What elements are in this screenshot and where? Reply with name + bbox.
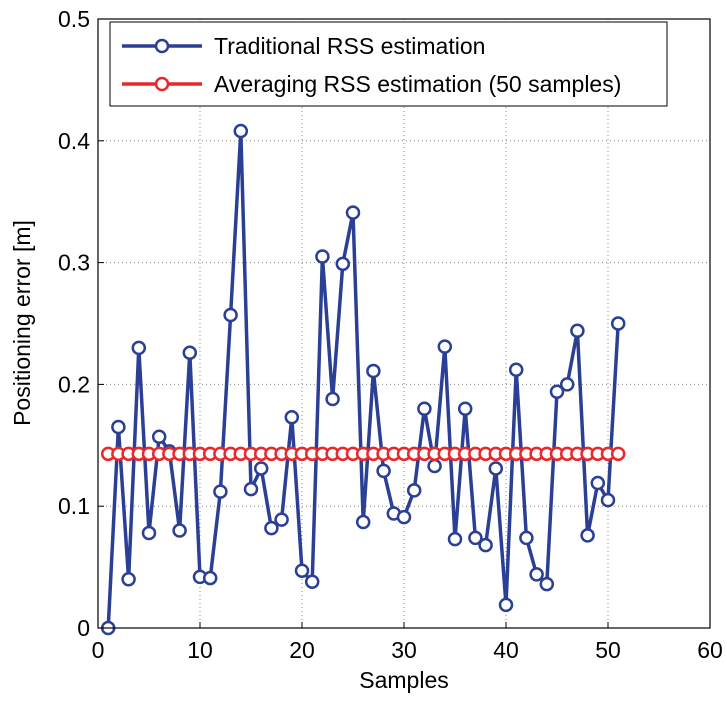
point-marker bbox=[366, 363, 381, 379]
point-marker bbox=[325, 391, 340, 407]
point-marker bbox=[243, 481, 259, 497]
point-marker bbox=[355, 514, 371, 530]
y-tick-label: 0.4 bbox=[58, 128, 90, 154]
legend-label: Averaging RSS estimation (50 samples) bbox=[214, 71, 621, 97]
x-tick-label: 50 bbox=[595, 637, 621, 663]
point-marker bbox=[315, 249, 330, 264]
point-marker bbox=[121, 572, 136, 587]
point-marker bbox=[141, 525, 157, 541]
point-marker bbox=[427, 458, 442, 474]
point-marker bbox=[417, 401, 432, 417]
x-tick-label: 40 bbox=[493, 637, 519, 663]
point-marker bbox=[519, 530, 534, 546]
point-marker bbox=[610, 316, 626, 331]
point-marker bbox=[253, 461, 269, 476]
point-marker bbox=[447, 531, 463, 547]
y-axis-label: Positioning error [m] bbox=[9, 220, 35, 426]
point-marker bbox=[610, 446, 626, 462]
y-tick-label: 0.3 bbox=[58, 250, 90, 276]
point-marker bbox=[396, 509, 412, 525]
point-marker bbox=[549, 384, 565, 399]
point-marker bbox=[488, 461, 504, 476]
point-marker bbox=[457, 401, 473, 417]
point-marker bbox=[478, 537, 493, 553]
point-marker bbox=[508, 362, 524, 378]
legend-box bbox=[109, 21, 668, 107]
point-marker bbox=[437, 339, 453, 354]
point-marker bbox=[131, 340, 147, 356]
legend-marker bbox=[154, 76, 170, 92]
point-marker bbox=[406, 483, 422, 498]
point-marker bbox=[223, 307, 238, 323]
y-tick-label: 0 bbox=[77, 615, 90, 641]
y-tick-label: 0.1 bbox=[58, 493, 90, 519]
point-marker bbox=[580, 528, 595, 543]
point-marker bbox=[213, 484, 228, 499]
point-marker bbox=[264, 520, 279, 536]
point-marker bbox=[529, 567, 544, 582]
point-marker bbox=[182, 345, 198, 360]
point-marker bbox=[304, 574, 320, 589]
point-marker bbox=[202, 570, 218, 586]
legend-label: Traditional RSS estimation bbox=[214, 33, 485, 59]
point-marker bbox=[294, 563, 310, 579]
point-marker bbox=[600, 492, 616, 508]
point-marker bbox=[539, 576, 555, 592]
legend-marker bbox=[154, 38, 170, 54]
x-tick-label: 20 bbox=[289, 637, 315, 663]
point-marker bbox=[335, 256, 351, 272]
x-tick-label: 0 bbox=[92, 637, 105, 663]
point-marker bbox=[376, 463, 391, 479]
y-tick-label: 0.2 bbox=[58, 371, 90, 397]
x-tick-label: 10 bbox=[187, 637, 213, 663]
legend: Traditional RSS estimation Averaging RSS … bbox=[109, 21, 668, 107]
x-tick-label: 30 bbox=[391, 637, 417, 663]
x-axis-label: Samples bbox=[359, 667, 448, 693]
x-tick-label: 60 bbox=[697, 637, 723, 663]
point-marker bbox=[468, 530, 483, 546]
point-marker bbox=[111, 419, 126, 435]
point-marker bbox=[498, 597, 514, 613]
point-marker bbox=[233, 123, 249, 139]
marks bbox=[100, 123, 626, 636]
point-marker bbox=[345, 205, 361, 220]
point-marker bbox=[559, 377, 575, 392]
point-marker bbox=[274, 512, 289, 527]
y-tick-label: 0.5 bbox=[58, 6, 90, 32]
plot-frame bbox=[97, 18, 711, 629]
point-marker bbox=[151, 429, 167, 445]
point-marker bbox=[590, 475, 606, 491]
point-marker bbox=[570, 323, 585, 339]
point-marker bbox=[172, 523, 187, 538]
point-marker bbox=[284, 410, 300, 425]
